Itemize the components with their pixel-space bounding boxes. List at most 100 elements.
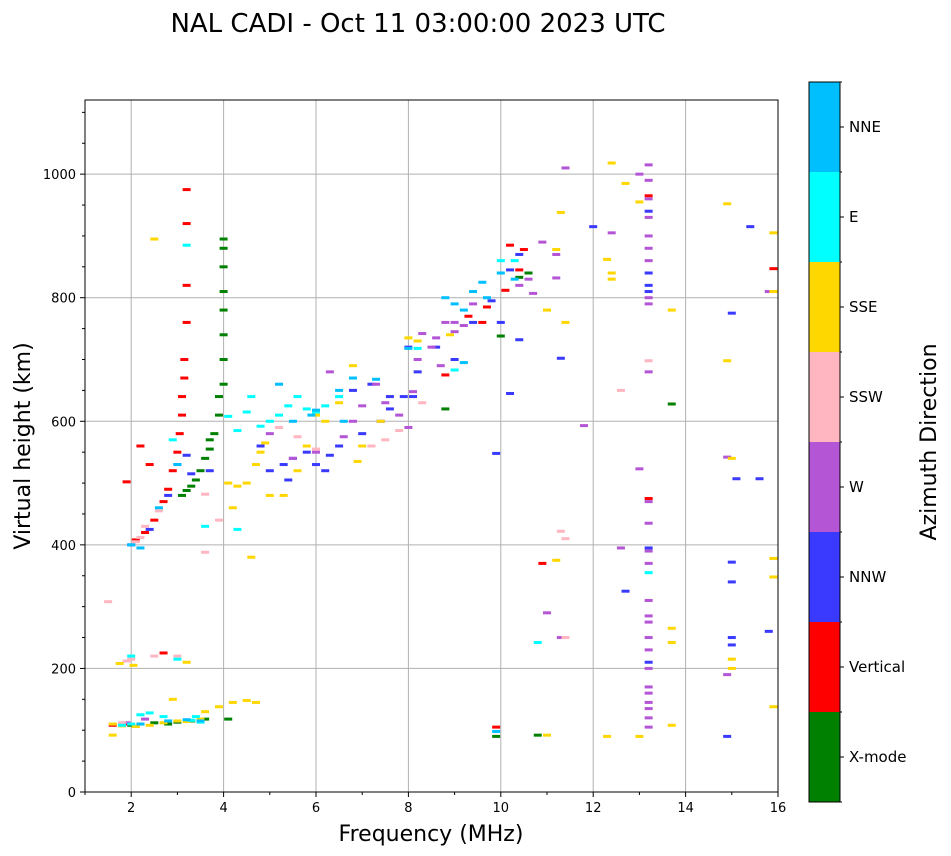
echo-point [247,555,256,559]
echo-point [644,194,653,198]
echo-point [108,733,117,737]
echo-point [579,424,588,428]
echo-point [556,210,565,214]
echo-point [127,543,136,547]
echo-point [667,402,676,406]
echo-point [141,531,150,534]
echo-point [122,480,131,484]
echo-point [441,296,450,300]
echo-point [321,469,330,473]
echo-point [492,729,501,733]
echo-point [644,700,653,704]
plot-frame [84,99,779,793]
echo-point [275,413,284,417]
echo-point [117,721,126,725]
x-tick-label: 16 [770,801,787,816]
plot-area [85,100,778,792]
echo-point [413,346,422,350]
colorbar-label: E [849,208,858,226]
echo-point [117,723,126,727]
echo-point [727,311,736,315]
echo-point [515,275,524,279]
echo-point [644,685,653,689]
colorbar-label: X-mode [849,748,906,766]
echo-point [506,243,515,247]
echo-point [159,721,168,725]
echo-point [150,654,159,658]
echo-point [214,705,223,709]
echo-point [210,432,219,436]
colorbar-swatch [809,442,840,532]
echo-point [288,456,297,460]
echo-point [182,720,191,724]
echo-point [644,707,653,711]
echo-point [228,506,237,510]
echo-point [145,527,154,531]
echo-point [561,166,570,170]
echo-point [321,404,330,408]
echo-point [307,413,316,417]
echo-point [335,444,344,448]
echo-point [635,467,644,471]
echo-point [242,410,251,414]
echo-point [145,711,154,715]
echo-point [667,308,676,312]
echo-point [727,643,736,647]
echo-point [561,320,570,324]
echo-point [288,419,297,423]
echo-point [136,546,145,550]
colorbar-label: W [849,478,864,496]
echo-point [644,359,653,363]
echo-point [312,463,320,467]
chart-title: NAL CADI - Oct 11 03:00:00 2023 UTC [170,9,665,39]
echo-point [191,715,200,719]
echo-point [644,271,653,275]
echo-point [667,640,676,644]
echo-point [173,463,182,467]
echo-point [727,657,736,661]
echo-point [201,550,210,554]
x-tick-label: 6 [312,801,320,816]
echo-point [556,356,565,360]
echo-point [265,469,274,473]
echo-point [644,660,653,664]
echo-point [159,500,168,504]
echo-point [219,246,228,250]
echo-point [182,222,191,226]
echo-point [376,419,385,423]
echo-point [104,600,113,604]
echo-point [552,252,561,256]
echo-point [325,370,334,374]
echo-point [150,518,159,522]
echo-point [233,484,242,488]
echo-point [275,382,284,386]
echo-point [409,390,418,394]
echo-point [122,721,131,725]
echo-point [496,334,505,338]
colorbar: X-mode Vertical NNW W SSW SSE E NNE [808,81,906,803]
echo-point [367,444,376,448]
echo-point [538,240,547,244]
echo-point [182,718,191,722]
echo-point [395,429,404,433]
echo-point [136,713,145,717]
echo-point [515,268,524,272]
echo-point [182,243,191,247]
echo-point [187,484,196,488]
echo-point [552,248,561,252]
echo-point [603,734,612,738]
echo-point [418,332,427,336]
echo-point [127,654,136,658]
echo-point [478,320,487,324]
echo-point [727,666,736,670]
echo-point [150,721,159,725]
echo-point [436,364,445,368]
echo-point [168,438,177,442]
echo-point [175,432,184,436]
echo-point [533,640,542,644]
echo-point [644,571,653,575]
echo-point [769,231,778,235]
echo-point [492,725,501,729]
echo-point [399,395,408,399]
echo-point [769,705,778,709]
